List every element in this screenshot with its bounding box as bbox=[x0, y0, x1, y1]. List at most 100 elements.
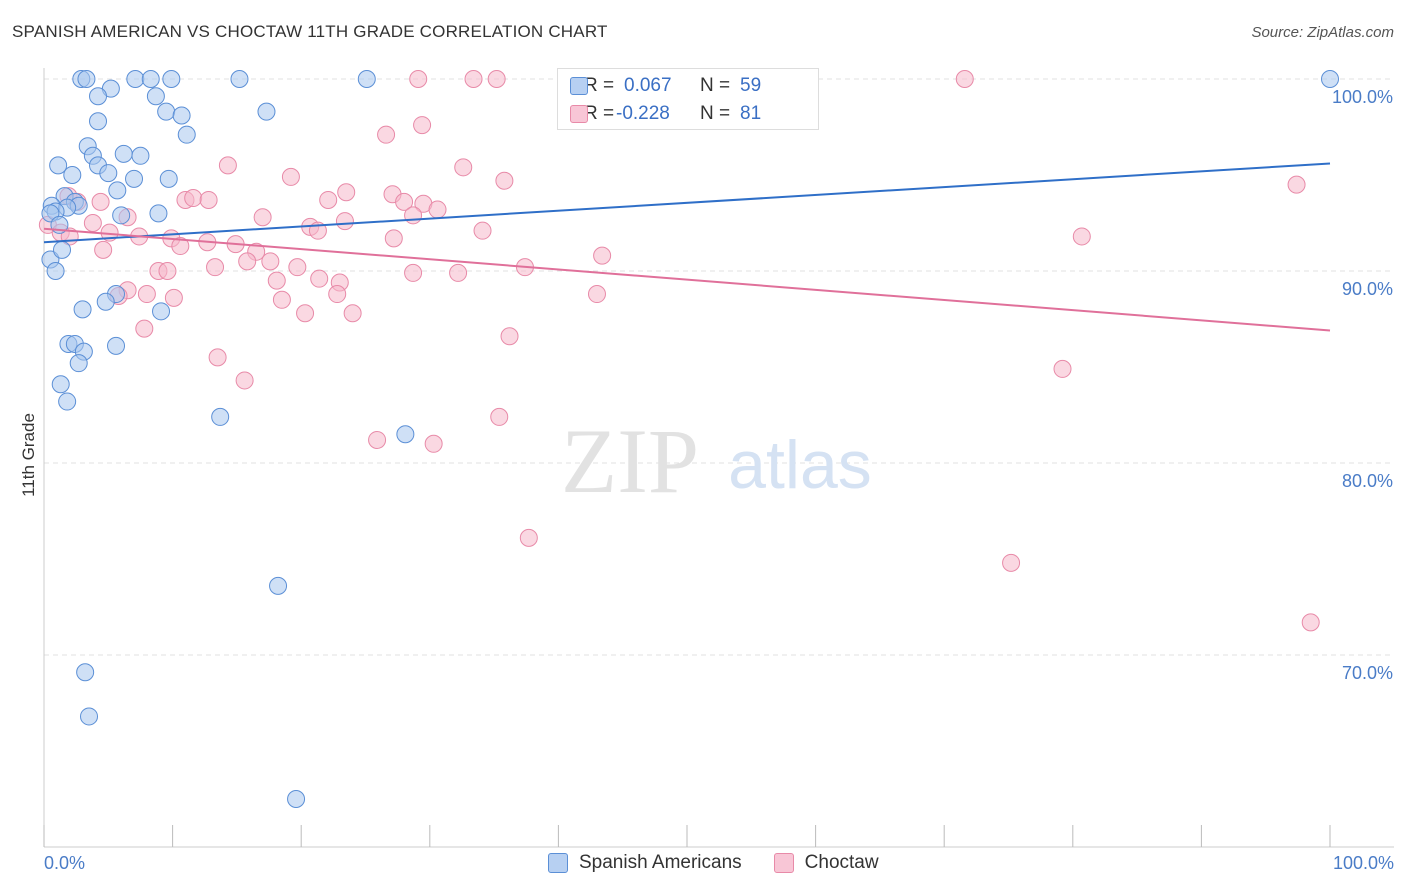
legend-item-spanish-americans[interactable]: Spanish Americans bbox=[548, 852, 742, 874]
data-point bbox=[500, 327, 519, 346]
n-label: N = bbox=[700, 103, 731, 124]
watermark-atlas: atlas bbox=[728, 427, 872, 503]
r-value: 0.067 bbox=[624, 75, 672, 96]
trend-lines bbox=[43, 162, 1331, 332]
gridlines bbox=[44, 78, 1394, 656]
data-point bbox=[49, 156, 68, 175]
data-point bbox=[253, 208, 272, 227]
x-tick-min: 0.0% bbox=[44, 853, 85, 873]
data-point bbox=[396, 425, 415, 444]
data-point bbox=[46, 262, 65, 280]
data-point bbox=[73, 300, 92, 319]
y-tick-label: 80.0% bbox=[1342, 471, 1393, 491]
data-point bbox=[428, 200, 447, 219]
data-point bbox=[141, 70, 160, 88]
data-point bbox=[328, 285, 347, 304]
data-point bbox=[157, 102, 176, 121]
watermark-zip: ZIP bbox=[561, 410, 699, 512]
data-point bbox=[94, 240, 113, 259]
data-point bbox=[337, 183, 356, 202]
data-point bbox=[96, 292, 115, 311]
data-point bbox=[395, 192, 414, 211]
data-point bbox=[51, 375, 70, 394]
source-credit: Source: ZipAtlas.com bbox=[1251, 24, 1394, 41]
data-point bbox=[593, 246, 612, 265]
data-point bbox=[83, 214, 102, 232]
legend-swatch-blue bbox=[570, 77, 588, 95]
data-point bbox=[89, 87, 108, 106]
choctaw-points bbox=[38, 70, 1320, 632]
data-point bbox=[131, 146, 150, 165]
data-point bbox=[112, 206, 131, 225]
data-point bbox=[91, 192, 110, 211]
trend-line-choctaw bbox=[43, 227, 1331, 332]
data-point bbox=[335, 212, 354, 231]
data-point bbox=[63, 166, 82, 184]
data-point bbox=[310, 269, 329, 288]
data-point bbox=[269, 576, 288, 595]
data-point bbox=[296, 304, 315, 323]
data-point bbox=[230, 70, 249, 88]
data-point bbox=[449, 263, 468, 282]
y-tick-label: 100.0% bbox=[1332, 87, 1393, 107]
data-point bbox=[473, 221, 492, 240]
data-point bbox=[53, 240, 72, 259]
r-label: R = bbox=[584, 75, 615, 96]
data-point bbox=[454, 158, 473, 177]
chart-title: SPANISH AMERICAN VS CHOCTAW 11TH GRADE C… bbox=[12, 22, 608, 41]
data-point bbox=[164, 288, 183, 307]
data-point bbox=[99, 164, 118, 183]
legend-swatch-blue bbox=[548, 853, 568, 873]
x-tick-labels: 0.0% 100.0% bbox=[44, 853, 1394, 873]
data-point bbox=[464, 70, 483, 88]
data-point bbox=[384, 229, 403, 248]
data-point bbox=[208, 348, 227, 367]
data-point bbox=[211, 407, 230, 426]
data-point bbox=[261, 252, 280, 271]
data-point bbox=[1072, 227, 1091, 246]
data-point bbox=[413, 116, 432, 135]
legend-item-choctaw[interactable]: Choctaw bbox=[773, 852, 879, 874]
data-point bbox=[69, 354, 88, 373]
data-point bbox=[288, 258, 307, 277]
x-tick-max: 100.0% bbox=[1333, 853, 1394, 873]
data-point bbox=[238, 252, 257, 271]
data-point bbox=[955, 70, 974, 88]
data-point bbox=[490, 407, 509, 426]
data-point bbox=[206, 258, 225, 277]
data-point bbox=[184, 189, 203, 208]
trend-line-spanish-americans bbox=[43, 162, 1331, 244]
data-point bbox=[172, 106, 191, 125]
data-point bbox=[135, 319, 154, 338]
data-point bbox=[162, 70, 181, 88]
data-point bbox=[404, 263, 423, 282]
data-point bbox=[409, 70, 428, 88]
series-legend: Spanish Americans Choctaw bbox=[548, 852, 911, 874]
spanish-american-points bbox=[41, 70, 1339, 808]
n-label: N = bbox=[700, 75, 731, 96]
data-point bbox=[177, 125, 196, 144]
stats-legend: R = 0.067 N = 59 R = -0.228 N = 81 bbox=[557, 68, 819, 130]
data-point bbox=[146, 87, 165, 106]
data-point bbox=[1321, 70, 1339, 88]
data-point bbox=[77, 70, 96, 88]
y-tick-labels: 70.0% 80.0% 90.0% 100.0% bbox=[1332, 87, 1393, 683]
data-point bbox=[199, 190, 218, 209]
data-point bbox=[137, 285, 156, 304]
data-point bbox=[404, 206, 423, 225]
data-point bbox=[343, 304, 362, 323]
legend-label: Choctaw bbox=[804, 852, 879, 873]
data-point bbox=[171, 237, 190, 256]
data-point bbox=[587, 285, 606, 304]
data-point bbox=[487, 70, 506, 88]
legend-row-spanish-americans: R = 0.067 N = 59 bbox=[570, 73, 762, 99]
data-point bbox=[159, 169, 178, 188]
n-value: 59 bbox=[740, 75, 762, 96]
data-point bbox=[152, 302, 171, 321]
legend-row-choctaw: R = -0.228 N = 81 bbox=[570, 101, 761, 127]
y-axis-label: 11th Grade bbox=[19, 413, 38, 497]
data-point bbox=[158, 262, 177, 280]
data-point bbox=[319, 190, 338, 209]
y-tick-label: 70.0% bbox=[1342, 663, 1393, 683]
